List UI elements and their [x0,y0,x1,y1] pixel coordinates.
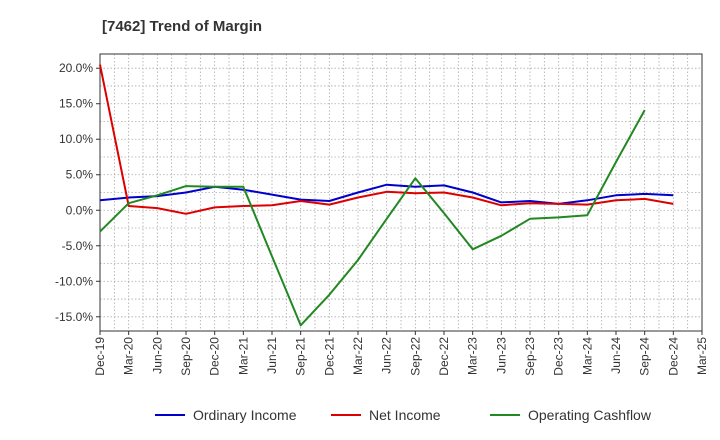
legend-label: Operating Cashflow [528,407,652,423]
y-tick-label: 10.0% [59,132,93,146]
x-tick-label: Jun-23 [494,337,508,374]
legend: Ordinary Income Net Income Operating Cashf… [155,407,652,423]
plot-area-border [99,53,703,332]
x-tick-label: Dec-20 [208,337,222,376]
x-tick-label: Sep-24 [638,337,652,376]
x-tick-label: Jun-20 [150,337,164,374]
legend-label: Ordinary Income [193,407,297,423]
x-tick-label: Sep-23 [523,337,537,376]
series-line-operating-cashflow [99,109,646,327]
y-tick-label: -15.0% [55,310,93,324]
x-tick-label: Sep-20 [179,337,193,376]
grid [99,54,703,331]
series-line-net-income [99,64,674,215]
legend-label: Net Income [369,407,441,423]
series-line-ordinary-income [99,183,674,205]
x-tick-label: Dec-24 [666,337,680,376]
series-lines [99,64,674,327]
y-tick-label: -5.0% [62,239,94,253]
x-tick-label: Mar-24 [580,337,594,375]
x-tick-label: Mar-21 [236,337,250,375]
x-tick-label: Jun-22 [380,337,394,374]
x-tick-label: Dec-21 [322,337,336,376]
x-tick-label: Dec-19 [93,337,107,376]
y-tick-label: 5.0% [66,168,94,182]
y-tick-label: 20.0% [59,61,93,75]
y-axis-ticks: 20.0% 15.0% 10.0% 5.0% 0.0% -5.0% -10.0% -15.0% [55,61,100,324]
x-axis-ticks: Dec-19 Mar-20 Jun-20 Sep-20 Dec-20 Mar-21 Jun-… [93,331,709,376]
x-tick-label: Mar-25 [695,337,709,375]
y-tick-label: -10.0% [55,274,93,288]
x-tick-label: Dec-22 [437,337,451,376]
x-tick-label: Jun-21 [265,337,279,374]
x-tick-label: Sep-21 [294,337,308,376]
y-tick-label: 0.0% [66,203,94,217]
x-tick-label: Mar-22 [351,337,365,375]
x-tick-label: Mar-20 [122,337,136,375]
x-tick-label: Mar-23 [466,337,480,375]
x-tick-label: Sep-22 [408,337,422,376]
x-tick-label: Dec-23 [552,337,566,376]
x-tick-label: Jun-24 [609,337,623,374]
chart-title: [7462] Trend of Margin [102,18,262,35]
y-tick-label: 15.0% [59,97,93,111]
